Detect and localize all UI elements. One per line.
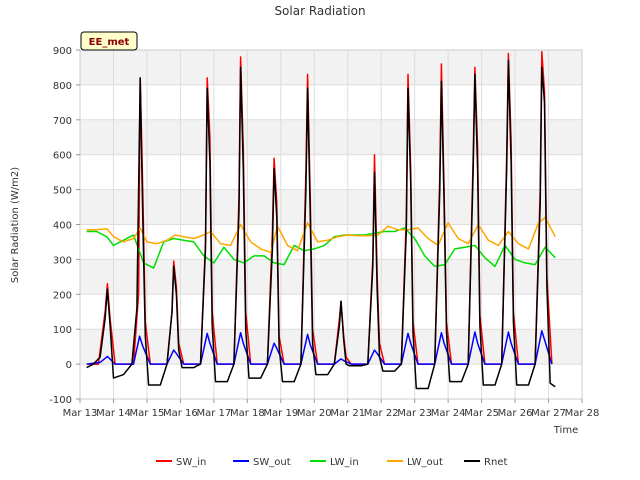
y-tick-label: 800 [53, 81, 72, 92]
x-tick-label: Mar 27 [531, 408, 566, 419]
y-tick-label: 200 [53, 290, 72, 301]
plot-band [80, 224, 582, 260]
plot-bands [80, 50, 582, 399]
x-tick-label: Mar 17 [196, 408, 231, 419]
y-tick-label: 300 [53, 255, 72, 266]
x-tick-label: Mar 20 [297, 408, 332, 419]
legend-label: SW_out [253, 457, 291, 468]
x-tick-label: Mar 23 [397, 408, 432, 419]
x-tick-label: Mar 25 [464, 408, 499, 419]
legend: SW_in SW_out LW_in LW_out Rnet [156, 457, 507, 468]
x-tick-label: Mar 13 [63, 408, 98, 419]
series-group [86, 50, 556, 390]
legend-label: LW_in [330, 457, 359, 468]
x-tick-label: Mar 19 [263, 408, 298, 419]
plot-band [80, 259, 582, 295]
x-tick-label: Mar 18 [230, 408, 265, 419]
x-axis-title: Time [553, 425, 578, 436]
y-tick-label: 400 [53, 221, 72, 232]
y-tick-labels: -100 0 100 200 300 400 500 600 700 800 900 [49, 46, 80, 406]
y-tick-label: 100 [53, 325, 72, 336]
legend-label: SW_in [176, 457, 206, 468]
series-line-rnet [86, 59, 556, 390]
y-axis-title: Solar Radiation (W/m2) [10, 167, 21, 283]
y-tick-label: 700 [53, 116, 72, 127]
x-tick-label: Mar 15 [130, 408, 165, 419]
series-line-lw-out [86, 216, 556, 254]
plot-band [80, 50, 582, 85]
x-tick-label: Mar 16 [163, 408, 198, 419]
station-badge-box [80, 31, 138, 51]
plot-band [80, 294, 582, 330]
legend-label: LW_out [407, 457, 443, 468]
y-tick-label: -100 [49, 395, 72, 406]
plot-band [80, 329, 582, 365]
y-tick-label: 900 [53, 46, 72, 57]
plot-band [80, 154, 582, 190]
y-tick-label: 600 [53, 151, 72, 162]
series-line-sw-out [86, 330, 553, 365]
legend-label: Rnet [484, 457, 507, 468]
series-line-lw-in [86, 227, 556, 269]
plot-band [80, 189, 582, 225]
y-tick-label: 0 [66, 360, 72, 371]
station-badge: EE_met [80, 31, 138, 51]
x-tick-label: Mar 24 [431, 408, 466, 419]
x-tick-label: Mar 14 [96, 408, 131, 419]
chart-title: Solar Radiation [274, 4, 365, 18]
x-tick-label: Mar 21 [330, 408, 365, 419]
plot-band [80, 119, 582, 155]
x-tick-label: Mar 28 [565, 408, 600, 419]
station-badge-label: EE_met [89, 37, 130, 48]
x-tick-label: Mar 26 [498, 408, 533, 419]
y-tick-label: 500 [53, 186, 72, 197]
plot-band [80, 84, 582, 120]
x-tick-label: Mar 22 [364, 408, 399, 419]
